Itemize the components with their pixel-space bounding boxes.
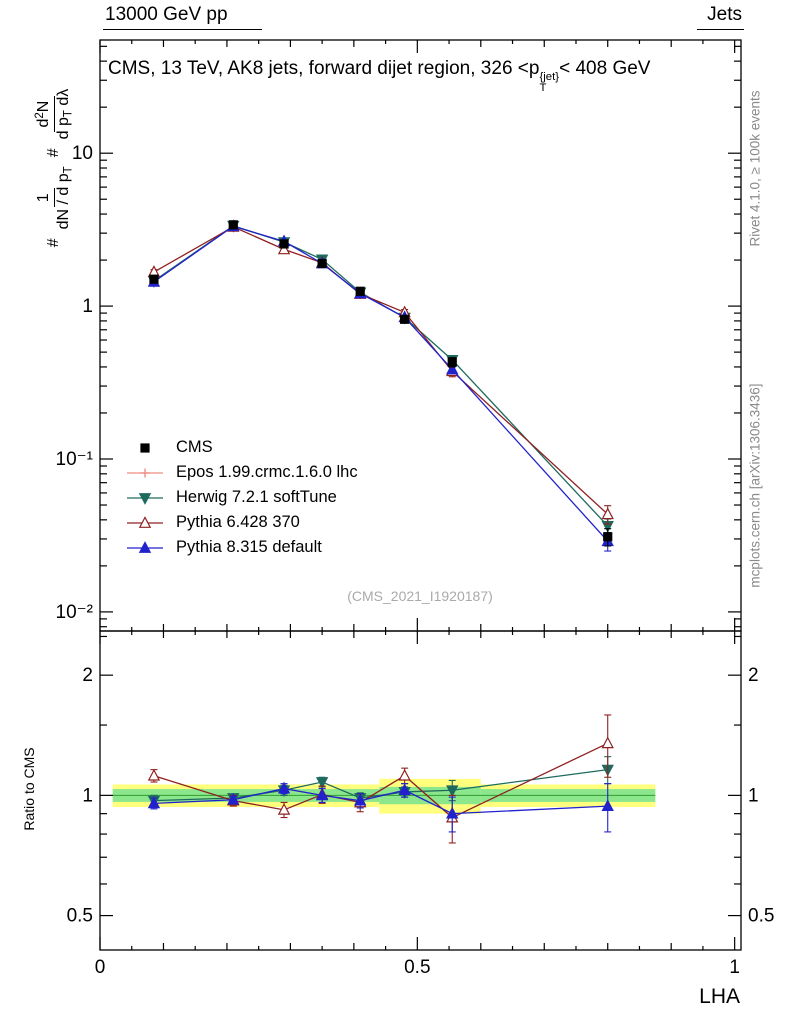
main-ytick-label: 10 (72, 143, 93, 164)
data-marker-triangle-up (398, 768, 411, 781)
ratio-ytick-label-right: 2 (748, 665, 759, 686)
legend-item-herwig-7-2-1-softtune: Herwig 7.2.1 softTune (125, 485, 358, 510)
main-ytick-label: 10⁻¹ (56, 449, 94, 470)
data-marker-triangle-down (446, 785, 459, 798)
xtick-label: 0.5 (404, 957, 430, 978)
data-marker-triangle-up (147, 768, 161, 781)
data-marker-triangle-up (277, 781, 291, 794)
data-marker-triangle-up (601, 507, 614, 520)
series-line (153, 787, 608, 815)
ylabel-frac1-den: dN / d pT (54, 166, 74, 230)
data-marker-triangle-up (138, 540, 152, 553)
square-legend-marker-icon (140, 442, 150, 453)
data-marker-triangle-up (277, 242, 291, 255)
ratio-y-axis-label: Ratio to CMS (21, 747, 37, 831)
legend: CMS Epos 1.99.crmc.1.6.0 lhc Herwig 7.2.1 … (125, 435, 358, 560)
x-axis-label: LHA (699, 985, 740, 1008)
data-marker-triangle-up (354, 793, 367, 806)
mcplots-arxiv-note: mcplots.cern.ch [arXiv:1306.3436] (747, 383, 763, 588)
data-marker-triangle-up (277, 802, 291, 815)
data-marker-triangle-up (398, 783, 411, 796)
data-marker-triangle-up (601, 736, 614, 749)
process-label: Jets (697, 4, 744, 30)
series-line (153, 768, 608, 802)
rivet-version-note: Rivet 4.1.0, ≥ 100k events (747, 90, 763, 247)
data-marker-square (400, 314, 410, 324)
ratio-ytick-label-right: 1 (748, 785, 759, 806)
y-axis-label: # 1 dN / d pT # d2N d pT dλ (26, 0, 82, 403)
main-ytick-label: 10⁻² (56, 602, 94, 623)
tick-labels: 10 1 10⁻¹ 10⁻² 0.5 0.5 1 1 2 2 0 0.5 1 (56, 143, 775, 978)
data-marker-square (279, 239, 289, 249)
data-marker-square (447, 357, 457, 367)
data-marker-square (149, 274, 159, 284)
data-marker-triangle-up (227, 792, 240, 805)
plot-title-sup: {jet} (539, 70, 560, 83)
legend-item-epos-1-99-crmc-1-6-0-lhc: Epos 1.99.crmc.1.6.0 lhc (125, 460, 358, 485)
ylabel-frac2-num: d2N (34, 95, 55, 133)
triangle-up-legend-marker-icon (127, 515, 163, 528)
plot-title-sub: T (539, 82, 547, 95)
legend-item-cms: CMS (125, 435, 358, 460)
plus-legend-marker-icon (127, 468, 163, 477)
beam-energy-label: 13000 GeV pp (103, 4, 262, 30)
main-ytick-label: 1 (82, 296, 93, 317)
data-marker-triangle-up (601, 799, 614, 812)
ratio-uncertainty-bands (112, 778, 656, 814)
plot-title-supsub: {jet} T (539, 70, 560, 95)
data-marker-triangle-down (138, 492, 152, 505)
plot-title-suffix: < 408 GeV (559, 58, 651, 79)
ratio-ytick-label-left: 2 (82, 665, 93, 686)
data-marker-triangle-up (138, 515, 152, 528)
data-marker-square (355, 286, 365, 296)
plot-header: 13000 GeV pp Jets (0, 4, 786, 30)
ylabel-hash-1: # (45, 238, 62, 248)
ylabel-fraction-1: 1 dN / d pT (35, 166, 74, 230)
legend-label: Pythia 6.428 370 (176, 513, 300, 531)
ylabel-frac1-num: 1 (35, 188, 55, 208)
ratio-plot-frame (99, 630, 742, 951)
triangle-down-legend-marker-icon (127, 492, 163, 505)
data-marker-triangle-up (315, 788, 329, 801)
plot-frames (99, 39, 742, 951)
ratio-ytick-label-right: 0.5 (748, 906, 774, 927)
series-line (153, 225, 609, 542)
ylabel-fraction-2: d2N d pT dλ (34, 88, 74, 140)
legend-item-pythia-6-428-370: Pythia 6.428 370 (125, 510, 358, 535)
data-marker-triangle-down (315, 777, 329, 789)
data-marker-square (603, 532, 613, 542)
ratio-ytick-label-left: 1 (82, 785, 93, 806)
ratio-ytick-label-left: 0.5 (67, 906, 93, 927)
triangle-up-legend-marker-icon (127, 540, 163, 553)
legend-label: CMS (176, 438, 213, 456)
main-series-cms (149, 220, 613, 547)
legend-label: Pythia 8.315 default (176, 538, 322, 556)
ylabel-hash-2: # (45, 148, 62, 158)
data-marker-triangle-up (446, 806, 459, 819)
data-marker-triangle-up (147, 796, 161, 809)
legend-label: Epos 1.99.crmc.1.6.0 lhc (176, 463, 358, 481)
xtick-label: 0 (95, 957, 106, 978)
legend-label: Herwig 7.2.1 softTune (176, 488, 337, 506)
analysis-id-watermark: (CMS_2021_I1920187) (347, 588, 493, 604)
ratio-series-pythia-8-315-default (147, 781, 614, 833)
axis-ticks (99, 40, 741, 950)
plot-title: CMS, 13 TeV, AK8 jets, forward dijet reg… (108, 58, 748, 95)
xtick-label: 1 (729, 957, 740, 978)
data-marker-square (317, 258, 327, 269)
data-marker-square (228, 220, 238, 230)
legend-item-pythia-8-315-default: Pythia 8.315 default (125, 535, 358, 560)
plot-title-text: CMS, 13 TeV, AK8 jets, forward dijet reg… (108, 58, 540, 79)
ylabel-frac2-den: d pT dλ (54, 88, 74, 140)
data-marker-triangle-up (446, 362, 459, 375)
data-marker-square (140, 442, 150, 453)
